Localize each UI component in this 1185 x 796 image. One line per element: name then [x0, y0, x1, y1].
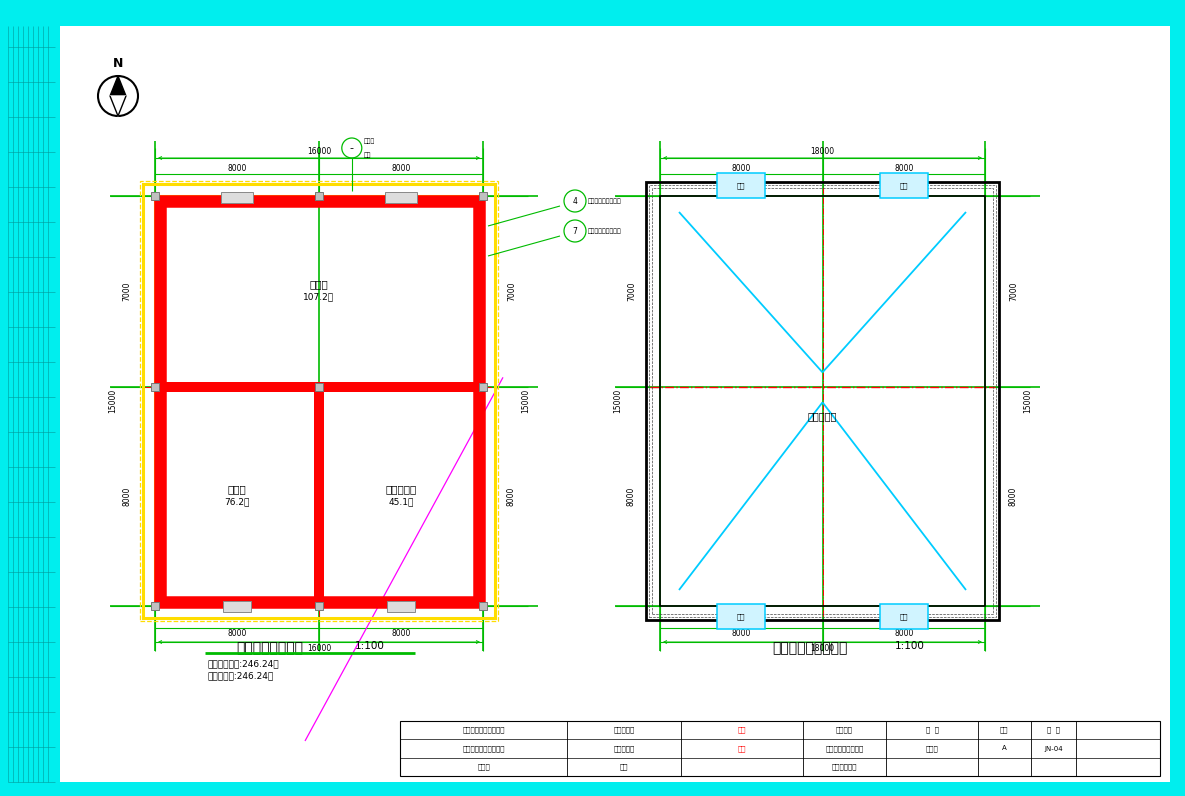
Bar: [0, 26, 60, 782]
Text: 变电所一层平面图: 变电所一层平面图: [237, 641, 303, 655]
Text: 图  号: 图 号: [1048, 727, 1061, 733]
Text: 16000: 16000: [307, 147, 331, 156]
Text: 1:100: 1:100: [895, 641, 924, 651]
Bar: [143, 184, 495, 618]
Bar: [717, 604, 766, 629]
Text: 施工图: 施工图: [925, 745, 939, 751]
Text: N: N: [113, 57, 123, 70]
Text: 1:100: 1:100: [356, 641, 385, 651]
Text: 中盘市某工建才服务台: 中盘市某工建才服务台: [462, 745, 505, 751]
Text: 楼梯间: 楼梯间: [364, 139, 374, 144]
Text: 重庆市市政设计研究院: 重庆市市政设计研究院: [462, 727, 505, 733]
Bar: [315, 192, 324, 200]
Bar: [0, 0, 1185, 26]
Bar: [479, 384, 487, 392]
Text: 低压室: 低压室: [309, 279, 328, 290]
Text: 天井: 天井: [899, 613, 908, 620]
Polygon shape: [110, 96, 126, 116]
Text: 大学城复线隋道工程: 大学城复线隋道工程: [826, 745, 864, 751]
Text: 8000: 8000: [731, 164, 751, 173]
Text: 107.2㎡: 107.2㎡: [303, 292, 334, 301]
Text: 保温板在内侧局部２: 保温板在内侧局部２: [588, 198, 622, 204]
Bar: [150, 602, 159, 610]
Text: 建筑节能评估: 建筑节能评估: [832, 763, 858, 771]
Text: -: -: [350, 143, 354, 153]
Bar: [649, 185, 997, 617]
Text: 8000: 8000: [228, 164, 246, 173]
Bar: [879, 173, 928, 198]
Bar: [223, 600, 251, 611]
Text: 7: 7: [572, 227, 577, 236]
Bar: [652, 188, 993, 614]
Bar: [155, 196, 483, 606]
Bar: [646, 182, 999, 620]
Text: 18000: 18000: [811, 147, 834, 156]
Text: 8000: 8000: [1008, 487, 1018, 506]
Text: 天井: 天井: [737, 182, 745, 189]
Text: JN-04: JN-04: [1044, 746, 1063, 751]
Text: 8000: 8000: [893, 164, 914, 173]
Bar: [387, 600, 415, 611]
Bar: [879, 604, 928, 629]
Text: 15000: 15000: [108, 389, 117, 413]
Text: 15000: 15000: [1023, 389, 1032, 413]
Text: 8000: 8000: [391, 629, 411, 638]
Text: 阶  段: 阶 段: [925, 727, 939, 733]
Text: 综合体: 综合体: [478, 763, 489, 771]
Bar: [0, 782, 1185, 796]
Text: 机房: 机房: [364, 152, 371, 158]
Text: 应急电源室: 应急电源室: [385, 485, 417, 494]
Text: 7000: 7000: [627, 282, 636, 302]
Text: 8000: 8000: [893, 629, 914, 638]
Text: 不上人屏面: 不上人屏面: [808, 411, 837, 421]
Polygon shape: [110, 76, 126, 96]
Bar: [315, 384, 324, 392]
Text: 8000: 8000: [627, 487, 636, 506]
Bar: [315, 602, 324, 610]
Text: 45.1㎡: 45.1㎡: [389, 498, 414, 506]
Text: A: A: [1001, 746, 1006, 751]
Bar: [150, 384, 159, 392]
Text: 15000: 15000: [521, 389, 530, 413]
Text: 8000: 8000: [507, 487, 515, 506]
Text: 变电所屋顶层平面图: 变电所屋顶层平面图: [773, 641, 847, 655]
Text: 18000: 18000: [811, 644, 834, 653]
Text: 7000: 7000: [507, 282, 515, 302]
Text: 4: 4: [572, 197, 577, 205]
Text: 8000: 8000: [122, 487, 132, 506]
Text: 7000: 7000: [122, 282, 132, 302]
Text: 专业: 专业: [1000, 727, 1008, 733]
Text: 16000: 16000: [307, 644, 331, 653]
Text: 某甲: 某甲: [738, 727, 747, 733]
Text: 高压室: 高压室: [228, 485, 246, 494]
Bar: [717, 173, 766, 198]
Bar: [150, 192, 159, 200]
Text: 76.2㎡: 76.2㎡: [224, 498, 250, 506]
Text: 项目负责人: 项目负责人: [614, 727, 635, 733]
Text: 专业负责人: 专业负责人: [614, 745, 635, 751]
Text: 7000: 7000: [1008, 282, 1018, 302]
Bar: [479, 192, 487, 200]
Text: 工程名称: 工程名称: [837, 727, 853, 733]
Bar: [401, 721, 1160, 776]
Text: 8000: 8000: [731, 629, 751, 638]
Bar: [1170, 26, 1185, 782]
Text: 天井: 天井: [737, 613, 745, 620]
Text: 设计: 设计: [620, 763, 628, 771]
Text: 天井: 天井: [899, 182, 908, 189]
Text: 15000: 15000: [613, 389, 622, 413]
Text: 本层建筑面积:246.24㎡: 本层建筑面积:246.24㎡: [209, 659, 280, 668]
Text: 某乙: 某乙: [738, 745, 747, 751]
Bar: [660, 196, 985, 606]
Bar: [140, 181, 498, 621]
Bar: [220, 192, 254, 202]
Text: 8000: 8000: [391, 164, 411, 173]
Text: 8000: 8000: [228, 629, 246, 638]
Text: 保温板在内侧局部２: 保温板在内侧局部２: [588, 228, 622, 234]
Bar: [479, 602, 487, 610]
Text: 总建筑面积:246.24㎡: 总建筑面积:246.24㎡: [209, 671, 274, 680]
Bar: [385, 192, 417, 202]
